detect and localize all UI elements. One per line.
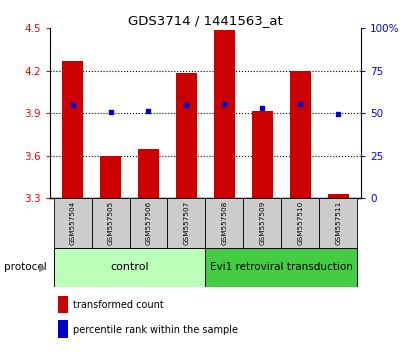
Bar [176,73,197,198]
Bar [54,248,205,287]
Text: GSM557511: GSM557511 [335,201,341,245]
Text: protocol: protocol [4,262,47,272]
Text: GSM557504: GSM557504 [70,201,76,245]
Bar [214,30,235,198]
Bar [129,198,168,248]
Bar [319,198,357,248]
Text: control: control [110,262,149,272]
Text: GSM557509: GSM557509 [259,201,265,245]
Text: Evi1 retroviral transduction: Evi1 retroviral transduction [210,262,353,272]
Text: GSM557508: GSM557508 [222,201,227,245]
Bar [138,149,159,198]
Bar [168,198,205,248]
Text: GSM557510: GSM557510 [297,201,303,245]
Bar [92,198,129,248]
Text: GSM557505: GSM557505 [107,201,114,245]
Bar [290,71,311,198]
Text: GSM557507: GSM557507 [183,201,189,245]
Text: ▶: ▶ [39,262,47,272]
Bar [328,194,349,198]
Title: GDS3714 / 1441563_at: GDS3714 / 1441563_at [128,14,283,27]
Text: transformed count: transformed count [73,300,164,310]
Bar [205,248,357,287]
Text: percentile rank within the sample: percentile rank within the sample [73,325,238,335]
Bar [62,61,83,198]
Bar [54,198,92,248]
Bar [252,111,273,198]
Text: GSM557506: GSM557506 [146,201,151,245]
Bar [243,198,281,248]
Bar [281,198,319,248]
Bar [100,156,121,198]
Bar [205,198,243,248]
